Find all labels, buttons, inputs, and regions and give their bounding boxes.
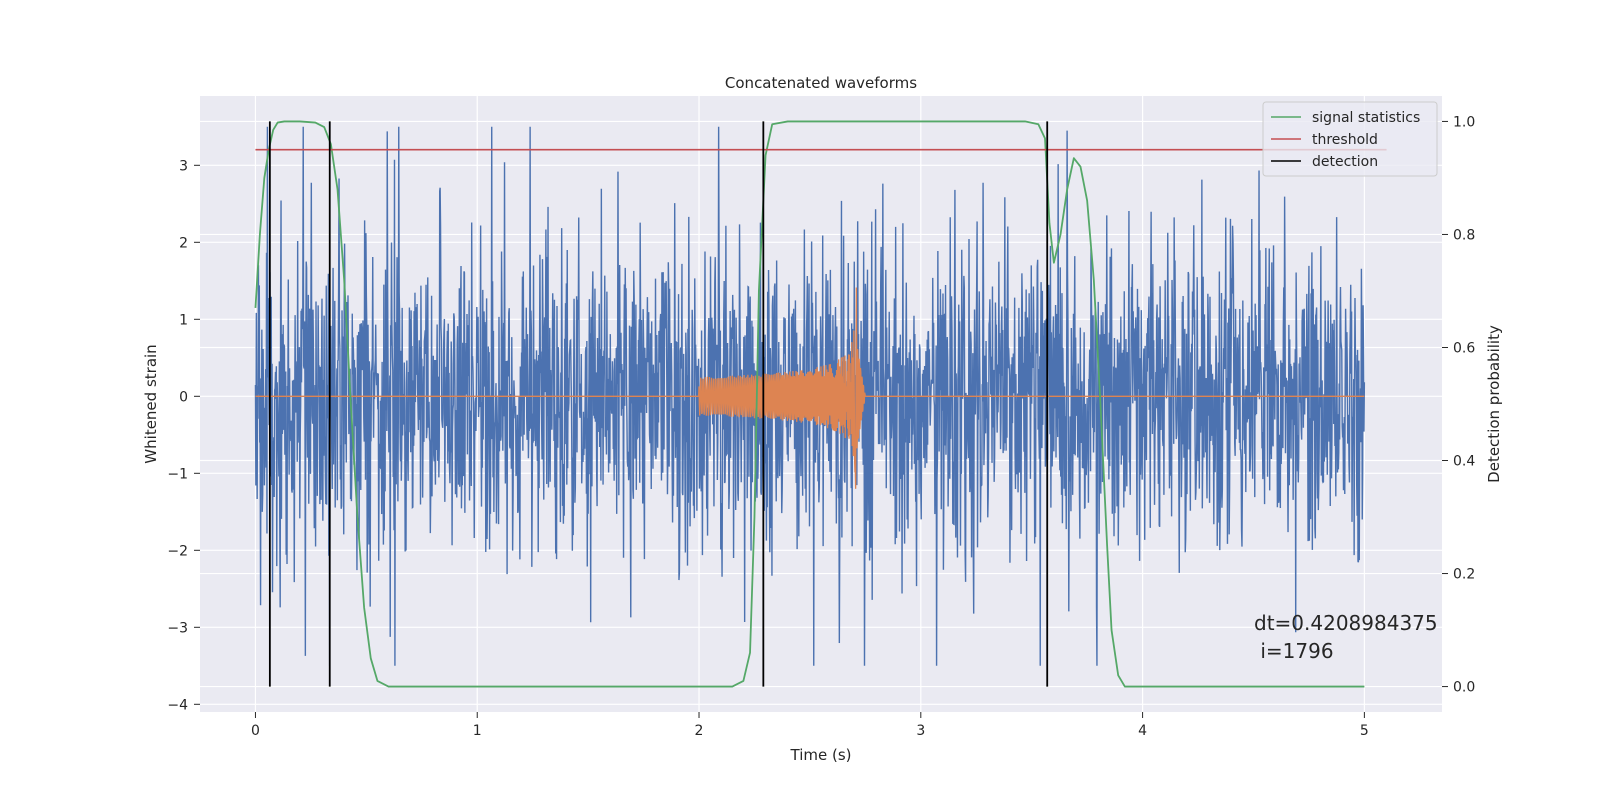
- y-left-tick-label: −2: [167, 543, 188, 559]
- plot-area: [254, 120, 1387, 688]
- y-left-tick-label: 3: [179, 158, 188, 174]
- y-right-tick-label: 0.2: [1453, 567, 1475, 583]
- signal-statistics-line: [254, 120, 1365, 688]
- y-axis-right-label: Detection probability: [1485, 325, 1503, 483]
- y-left-tick-label: 1: [179, 312, 188, 328]
- y-right-tick-label: 0.0: [1453, 680, 1475, 696]
- annotation-dt: dt=0.4208984375: [1254, 611, 1438, 635]
- signal-statistics-layer: [254, 120, 1387, 688]
- x-axis-label: Time (s): [790, 746, 852, 764]
- x-tick-label: 5: [1360, 723, 1369, 739]
- y-left-tick-label: 2: [179, 235, 188, 251]
- y-right-tick-label: 0.6: [1453, 340, 1475, 356]
- x-tick-label: 1: [473, 723, 482, 739]
- y-left-tick-label: −1: [167, 466, 188, 482]
- x-tick-label: 0: [251, 723, 260, 739]
- chirp-series-line: [255, 287, 1365, 489]
- y-left-tick-label: −3: [167, 620, 188, 636]
- y-left-tick-label: 0: [179, 389, 188, 405]
- legend-label-detection: detection: [1312, 154, 1378, 170]
- chirp-series-layer: [255, 287, 1365, 489]
- detection-layer: [268, 121, 1049, 687]
- legend: signal statistics threshold detection: [1262, 101, 1438, 177]
- y-right-tick-label: 0.4: [1453, 454, 1475, 470]
- x-tick-label: 2: [695, 723, 704, 739]
- y-right-tick-label: 0.8: [1453, 227, 1475, 243]
- legend-label-threshold: threshold: [1312, 132, 1378, 148]
- legend-box: [1262, 101, 1438, 177]
- y-axis-left-label: Whitened strain: [142, 344, 160, 463]
- chart-title: Concatenated waveforms: [725, 74, 917, 92]
- y-left-tick-label: −4: [167, 697, 188, 713]
- x-tick-label: 3: [916, 723, 925, 739]
- x-tick-label: 4: [1138, 723, 1147, 739]
- y-right-tick-label: 1.0: [1453, 114, 1475, 130]
- annotation-index: i=1796: [1254, 639, 1334, 663]
- legend-label-signal-statistics: signal statistics: [1312, 110, 1420, 126]
- axis-ticks: 0 1 2 3 4 5 −4 −3 −2 −1 0 1 2 3 0.0 0.2 0.4 0.6 0.8 1.0: [167, 114, 1475, 739]
